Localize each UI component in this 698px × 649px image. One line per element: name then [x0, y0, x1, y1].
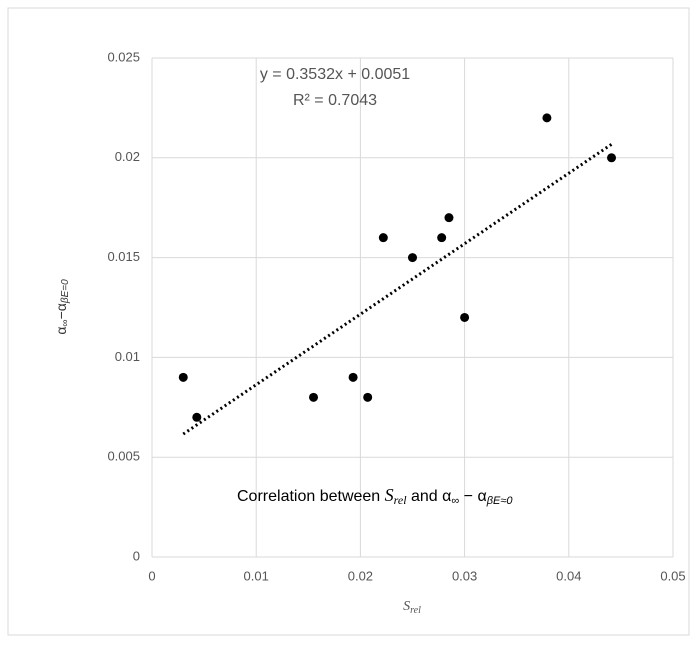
annotation: Correlation between Srel and α∞ − αβE≈0 [237, 485, 513, 507]
point [348, 372, 358, 382]
trend-r-squared: R² = 0.7043 [293, 92, 377, 109]
point [309, 392, 319, 402]
y-axis-label: α∞−αβE=0 [53, 279, 71, 335]
annotation-part: rel [394, 493, 408, 507]
y-tick-label: 0.01 [115, 349, 140, 364]
point [178, 372, 188, 382]
point [460, 312, 470, 322]
y-tick-label: 0.02 [115, 149, 140, 164]
y-label-part: α [53, 327, 69, 335]
point [437, 233, 447, 243]
point [444, 213, 454, 223]
x-tick-label: 0.04 [556, 568, 581, 583]
x-tick-label: 0.02 [348, 568, 373, 583]
x-tick-label: 0.05 [660, 568, 685, 583]
chart-frame [7, 7, 690, 636]
point [408, 253, 417, 263]
point [607, 153, 617, 163]
trendline [182, 143, 613, 436]
x-label-part: S [403, 599, 410, 614]
y-label-part: ∞ [60, 319, 71, 326]
y-tick-label: 0 [133, 548, 140, 563]
trend-equation: y = 0.3532x + 0.0051 [260, 66, 410, 83]
annotation-part: ∞ [451, 495, 459, 507]
annotation-part: and α [407, 488, 452, 505]
annotation-part: Correlation between [237, 488, 385, 505]
annotation-part: S [385, 485, 394, 505]
y-label-part: βE=0 [60, 279, 71, 304]
annotation-part: βE≈0 [486, 495, 514, 507]
x-tick-label: 0.01 [244, 568, 269, 583]
x-tick-label: 0 [148, 568, 155, 583]
point [378, 233, 388, 243]
x-axis-label: Srel [403, 599, 421, 616]
point [363, 392, 373, 402]
y-tick-label: 0.015 [107, 249, 140, 264]
y-tick-label: 0.005 [107, 449, 140, 464]
point [192, 412, 202, 422]
y-tick-label: 0.025 [107, 49, 140, 64]
y-label-part: −α [53, 303, 69, 319]
annotation-part: − α [459, 488, 486, 505]
point [542, 113, 552, 123]
x-tick-label: 0.03 [452, 568, 477, 583]
x-label-part: rel [410, 605, 421, 616]
